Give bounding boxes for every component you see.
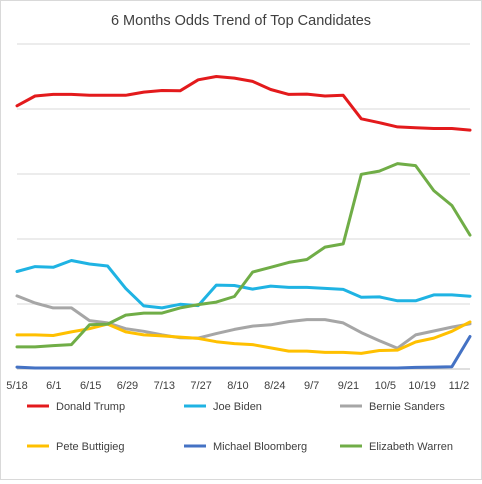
x-tick-label: 10/5 [375,380,396,392]
series-lines [15,75,472,370]
series-line-michael-bloomberg [15,335,472,370]
x-tick-label: 9/7 [304,380,319,392]
chart-title: 6 Months Odds Trend of Top Candidates [111,13,371,29]
series-line-joe-biden [15,259,472,310]
legend-label-pete-buttigieg: Pete Buttigieg [56,441,125,453]
x-tick-label: 11/2 [449,380,470,392]
series-line-donald-trump [15,75,472,132]
legend-label-donald-trump: Donald Trump [56,401,125,413]
series-line-elizabeth-warren [15,162,472,349]
x-tick-label: 6/1 [46,380,61,392]
legend-label-michael-bloomberg: Michael Bloomberg [213,441,307,453]
gridlines [17,43,470,370]
x-tick-label: 7/13 [154,380,175,392]
legend-label-joe-biden: Joe Biden [213,401,262,413]
x-tick-label: 8/24 [264,380,285,392]
x-tick-label: 8/10 [227,380,248,392]
x-axis: 5/18 6/1 6/15 6/29 7/13 7/27 8/10 8/24 9/7 9/21 10… [6,380,469,392]
x-tick-label: 6/15 [80,380,101,392]
legend-label-bernie-sanders: Bernie Sanders [369,401,445,413]
series-line-bernie-sanders [15,294,472,350]
legend: Donald Trump Joe Biden Bernie Sanders Pete … [27,401,453,453]
x-tick-label: 5/18 [6,380,27,392]
x-tick-label: 9/21 [338,380,359,392]
series-line-pete-buttigieg [15,320,472,355]
legend-label-elizabeth-warren: Elizabeth Warren [369,441,453,453]
x-tick-label: 7/27 [190,380,211,392]
x-tick-label: 6/29 [117,380,138,392]
x-tick-label: 10/19 [408,380,436,392]
